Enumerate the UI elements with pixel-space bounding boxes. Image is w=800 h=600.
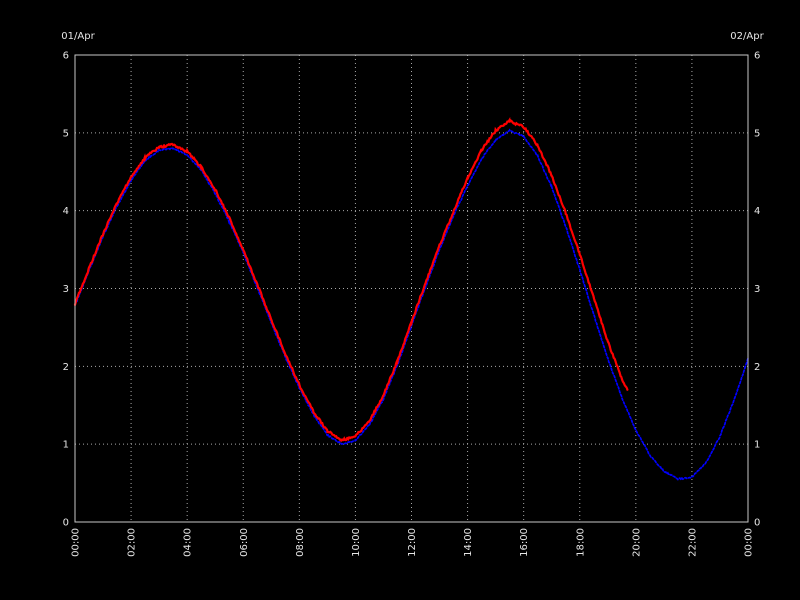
y-tick-label-right: 1 [754, 440, 760, 451]
x-tick-label: 10:00 [351, 528, 362, 557]
x-tick-label: 08:00 [295, 528, 306, 557]
y-tick-label-left: 3 [63, 284, 69, 295]
y-tick-label-right: 6 [754, 51, 760, 62]
y-tick-label-right: 2 [754, 362, 760, 373]
x-tick-label: 06:00 [239, 528, 250, 557]
x-tick-label: 16:00 [519, 528, 530, 557]
x-tick-label: 14:00 [463, 528, 474, 557]
y-tick-label-left: 6 [63, 51, 69, 62]
start-date-label: 01/Apr [61, 31, 95, 42]
plot-border [74, 54, 749, 523]
y-tick-label-left: 5 [63, 128, 69, 139]
y-tick-label-right: 5 [754, 128, 760, 139]
x-tick-label: 00:00 [744, 528, 755, 557]
y-tick-label-right: 4 [754, 206, 760, 217]
x-tick-label: 00:00 [71, 528, 82, 557]
y-tick-label-left: 0 [63, 518, 69, 529]
x-tick-label: 04:00 [183, 528, 194, 557]
y-tick-label-right: 0 [754, 518, 760, 529]
x-tick-label: 02:00 [127, 528, 138, 557]
y-tick-label-left: 1 [63, 440, 69, 451]
x-tick-label: 18:00 [575, 528, 586, 557]
end-date-label: 02/Apr [730, 31, 764, 42]
x-tick-label: 22:00 [687, 528, 698, 557]
y-tick-label-right: 3 [754, 284, 760, 295]
x-tick-label: 12:00 [407, 528, 418, 557]
y-tick-label-left: 2 [63, 362, 69, 373]
x-tick-label: 20:00 [631, 528, 642, 557]
y-tick-label-left: 4 [63, 206, 69, 217]
red-series-line [73, 117, 629, 443]
